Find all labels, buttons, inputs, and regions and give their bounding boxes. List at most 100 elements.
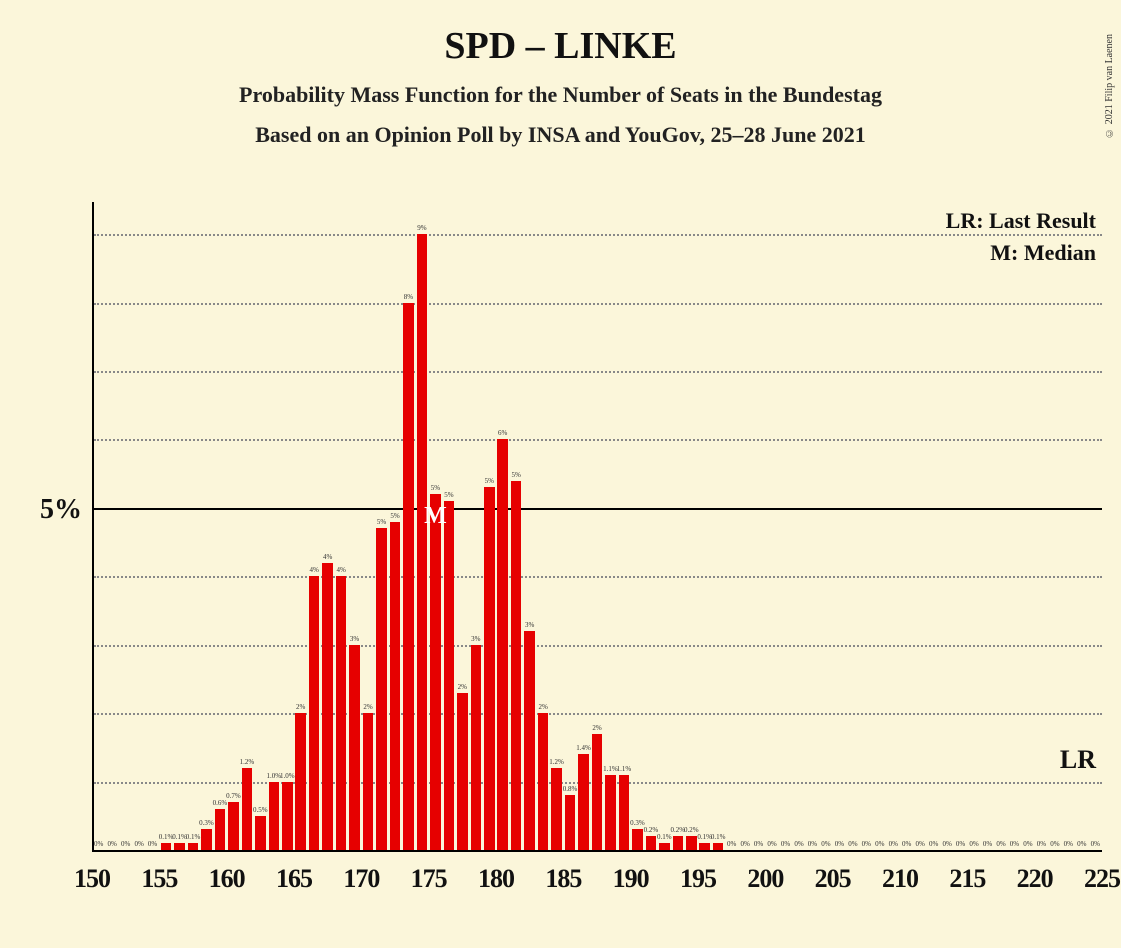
bar-value-label: 0% bbox=[808, 840, 817, 848]
y-axis bbox=[92, 202, 94, 852]
gridline bbox=[94, 303, 1102, 305]
bar bbox=[619, 775, 630, 850]
bar bbox=[430, 494, 441, 850]
bar-value-label: 0% bbox=[1050, 840, 1059, 848]
bar bbox=[511, 481, 522, 850]
bar-value-label: 0% bbox=[1023, 840, 1032, 848]
bar-value-label: 0% bbox=[889, 840, 898, 848]
bar-value-label: 0% bbox=[996, 840, 1005, 848]
x-tick-label: 160 bbox=[209, 864, 245, 894]
copyright-text: © 2021 Filip van Laenen bbox=[1104, 34, 1115, 138]
gridline-5pct bbox=[94, 508, 1102, 510]
bar-value-label: 1.4% bbox=[576, 744, 591, 752]
y-axis-label-5pct: 5% bbox=[40, 494, 82, 526]
bar bbox=[538, 713, 549, 850]
gridline bbox=[94, 645, 1102, 647]
bar bbox=[201, 829, 212, 850]
bar bbox=[390, 522, 401, 850]
bar bbox=[269, 782, 280, 850]
bar-value-label: 9% bbox=[417, 224, 426, 232]
bar-value-label: 0.6% bbox=[213, 799, 228, 807]
bar-value-label: 0% bbox=[942, 840, 951, 848]
bar-value-label: 0.1% bbox=[172, 833, 187, 841]
bar-value-label: 5% bbox=[485, 477, 494, 485]
bar-value-label: 0% bbox=[1010, 840, 1019, 848]
bar-value-label: 0% bbox=[1091, 840, 1100, 848]
bar-value-label: 0% bbox=[1037, 840, 1046, 848]
x-tick-label: 170 bbox=[343, 864, 379, 894]
bar-value-label: 0.1% bbox=[657, 833, 672, 841]
bar-value-label: 3% bbox=[525, 621, 534, 629]
bar-value-label: 0.8% bbox=[563, 785, 578, 793]
bar bbox=[215, 809, 226, 850]
bar-value-label: 0% bbox=[727, 840, 736, 848]
bar-value-label: 0% bbox=[956, 840, 965, 848]
bar bbox=[713, 843, 724, 850]
gridline bbox=[94, 371, 1102, 373]
x-tick-label: 180 bbox=[478, 864, 514, 894]
bar bbox=[282, 782, 293, 850]
bar-value-label: 4% bbox=[323, 553, 332, 561]
bar-value-label: 2% bbox=[592, 724, 601, 732]
bar bbox=[524, 631, 535, 850]
bar-value-label: 0% bbox=[94, 840, 103, 848]
bar-value-label: 0.7% bbox=[226, 792, 241, 800]
x-tick-label: 175 bbox=[411, 864, 447, 894]
bar bbox=[471, 645, 482, 850]
bar bbox=[376, 528, 387, 850]
chart-subtitle-2: Based on an Opinion Poll by INSA and You… bbox=[0, 122, 1121, 148]
bar bbox=[336, 576, 347, 850]
bar-value-label: 1.1% bbox=[617, 765, 632, 773]
bar bbox=[551, 768, 562, 850]
bar-value-label: 0% bbox=[108, 840, 117, 848]
bar bbox=[497, 439, 508, 850]
chart-subtitle-1: Probability Mass Function for the Number… bbox=[0, 82, 1121, 108]
bar-value-label: 0% bbox=[1064, 840, 1073, 848]
bar-value-label: 0.5% bbox=[253, 806, 268, 814]
legend-m: M: Median bbox=[990, 240, 1096, 266]
bar bbox=[444, 501, 455, 850]
bar bbox=[403, 303, 414, 850]
bar-value-label: 1.0% bbox=[267, 772, 282, 780]
bar bbox=[646, 836, 657, 850]
x-tick-label: 150 bbox=[74, 864, 110, 894]
bar bbox=[673, 836, 684, 850]
bar bbox=[632, 829, 643, 850]
bar bbox=[161, 843, 172, 850]
x-tick-label: 215 bbox=[949, 864, 985, 894]
bar-value-label: 1.2% bbox=[549, 758, 564, 766]
bar-value-label: 0% bbox=[848, 840, 857, 848]
bar-value-label: 4% bbox=[336, 566, 345, 574]
bar-value-label: 6% bbox=[498, 429, 507, 437]
bar-value-label: 2% bbox=[296, 703, 305, 711]
bar bbox=[322, 563, 333, 850]
bar-value-label: 4% bbox=[310, 566, 319, 574]
bar bbox=[659, 843, 670, 850]
bar bbox=[605, 775, 616, 850]
bar-value-label: 0% bbox=[916, 840, 925, 848]
bar bbox=[188, 843, 199, 850]
bar-value-label: 0% bbox=[1077, 840, 1086, 848]
x-tick-label: 210 bbox=[882, 864, 918, 894]
bar-value-label: 0.3% bbox=[199, 819, 214, 827]
bar-value-label: 0% bbox=[862, 840, 871, 848]
gridline bbox=[94, 439, 1102, 441]
bar bbox=[255, 816, 266, 850]
bar-value-label: 5% bbox=[377, 518, 386, 526]
bar-value-label: 0% bbox=[835, 840, 844, 848]
x-tick-label: 220 bbox=[1017, 864, 1053, 894]
bar-value-label: 0% bbox=[754, 840, 763, 848]
gridline bbox=[94, 576, 1102, 578]
bar bbox=[309, 576, 320, 850]
x-tick-label: 205 bbox=[815, 864, 851, 894]
bar-value-label: 0% bbox=[902, 840, 911, 848]
x-tick-label: 190 bbox=[613, 864, 649, 894]
bar bbox=[174, 843, 185, 850]
bar bbox=[686, 836, 697, 850]
bar-value-label: 0.2% bbox=[644, 826, 659, 834]
x-tick-label: 200 bbox=[747, 864, 783, 894]
bar-value-label: 5% bbox=[444, 491, 453, 499]
bar-value-label: 5% bbox=[390, 512, 399, 520]
bar-value-label: 0.3% bbox=[630, 819, 645, 827]
bar bbox=[457, 693, 468, 850]
